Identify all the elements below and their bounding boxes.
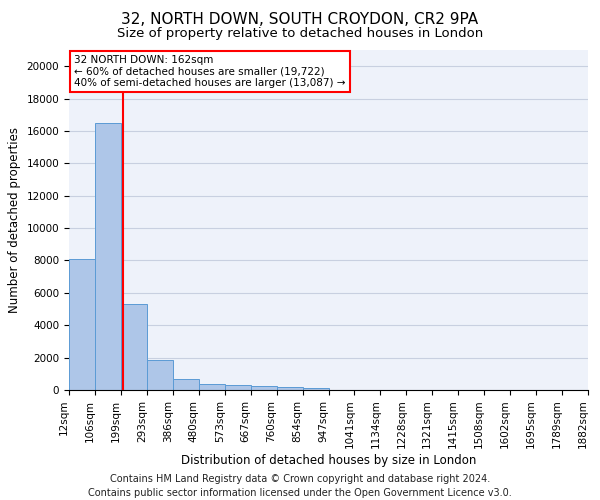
Bar (199, 384, 224, 390)
Bar (95, 123, 121, 390)
X-axis label: Distribution of detached houses by size in London: Distribution of detached houses by size … (181, 454, 476, 467)
Text: Size of property relative to detached houses in London: Size of property relative to detached ho… (117, 28, 483, 40)
Bar (251, 386, 277, 390)
Bar (277, 387, 302, 390)
Text: 32 NORTH DOWN: 162sqm
← 60% of detached houses are smaller (19,722)
40% of semi-: 32 NORTH DOWN: 162sqm ← 60% of detached … (74, 55, 346, 88)
Bar (302, 388, 329, 390)
Bar (173, 378, 199, 390)
Text: 32, NORTH DOWN, SOUTH CROYDON, CR2 9PA: 32, NORTH DOWN, SOUTH CROYDON, CR2 9PA (121, 12, 479, 28)
Bar (147, 360, 173, 390)
Bar (225, 386, 251, 390)
Y-axis label: Number of detached properties: Number of detached properties (8, 127, 21, 313)
Text: Contains HM Land Registry data © Crown copyright and database right 2024.
Contai: Contains HM Land Registry data © Crown c… (88, 474, 512, 498)
Bar (69, 259, 95, 390)
Bar (121, 304, 147, 390)
